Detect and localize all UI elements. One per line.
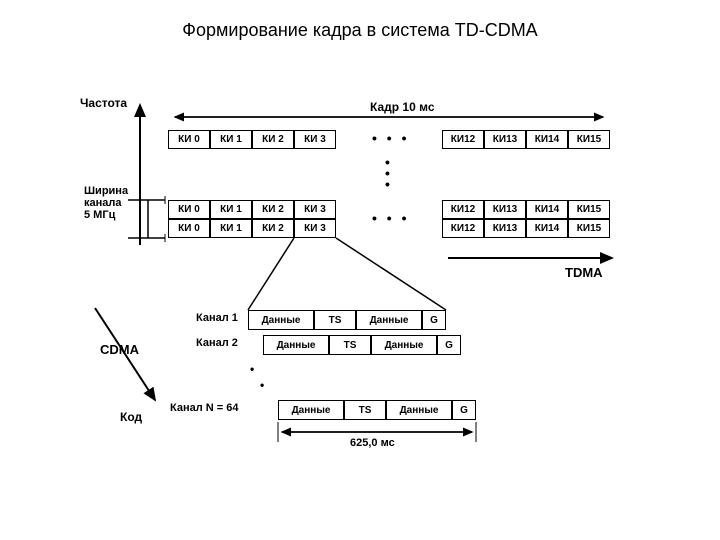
table-cell: КИ 3 — [294, 130, 336, 149]
table-cell: КИ13 — [484, 130, 526, 149]
slot-part: TS — [344, 400, 386, 420]
slot-part: Данные — [248, 310, 314, 330]
channel-label-1: Канал 1 — [196, 312, 238, 324]
table-cell: КИ 1 — [210, 219, 252, 238]
table-cell: КИ15 — [568, 200, 610, 219]
slot-part: G — [452, 400, 476, 420]
channel-label-n: Канал N = 64 — [170, 402, 239, 414]
slot-part: Данные — [356, 310, 422, 330]
table-cell: КИ 0 — [168, 200, 210, 219]
slot-part: G — [422, 310, 446, 330]
slot-part: Данные — [263, 335, 329, 355]
code-label: Код — [120, 410, 142, 424]
table-cell: КИ 3 — [294, 219, 336, 238]
bandwidth-label-2: канала — [84, 197, 122, 209]
tdma-label: TDMA — [565, 265, 603, 280]
ellipsis-icon: ••• — [385, 157, 393, 190]
table-cell: КИ15 — [568, 130, 610, 149]
frame-label: Кадр 10 мс — [370, 100, 435, 114]
table-cell: КИ 1 — [210, 200, 252, 219]
arrows-overlay — [0, 0, 720, 540]
slot-part: Данные — [386, 400, 452, 420]
table-cell: КИ 0 — [168, 219, 210, 238]
table-cell: КИ 0 — [168, 130, 210, 149]
table-cell: КИ14 — [526, 130, 568, 149]
slot-part: Данные — [371, 335, 437, 355]
table-cell: КИ12 — [442, 130, 484, 149]
table-cell: КИ12 — [442, 219, 484, 238]
bandwidth-label-3: 5 МГц — [84, 209, 115, 221]
table-cell: КИ13 — [484, 219, 526, 238]
table-cell: КИ13 — [484, 200, 526, 219]
table-cell: КИ14 — [526, 219, 568, 238]
table-cell: КИ15 — [568, 219, 610, 238]
slot-duration-label: 625,0 мс — [350, 437, 395, 449]
table-cell: КИ 3 — [294, 200, 336, 219]
channel-label-2: Канал 2 — [196, 337, 238, 349]
cdma-label: CDMA — [100, 342, 139, 357]
table-cell: КИ 2 — [252, 219, 294, 238]
ellipsis-icon: • • • — [372, 130, 409, 146]
frequency-label: Частота — [80, 96, 127, 110]
slot-part: Данные — [278, 400, 344, 420]
ellipsis-icon: • • • — [372, 210, 409, 226]
ellipsis-icon: • — [250, 362, 257, 376]
table-cell: КИ 2 — [252, 200, 294, 219]
table-cell: КИ 2 — [252, 130, 294, 149]
page-title: Формирование кадра в система TD-CDMA — [182, 20, 537, 41]
bandwidth-label-1: Ширина — [84, 185, 128, 197]
slot-part: TS — [329, 335, 371, 355]
table-cell: КИ12 — [442, 200, 484, 219]
slot-part: G — [437, 335, 461, 355]
table-cell: КИ14 — [526, 200, 568, 219]
ellipsis-icon: • — [260, 378, 267, 392]
table-cell: КИ 1 — [210, 130, 252, 149]
slot-part: TS — [314, 310, 356, 330]
